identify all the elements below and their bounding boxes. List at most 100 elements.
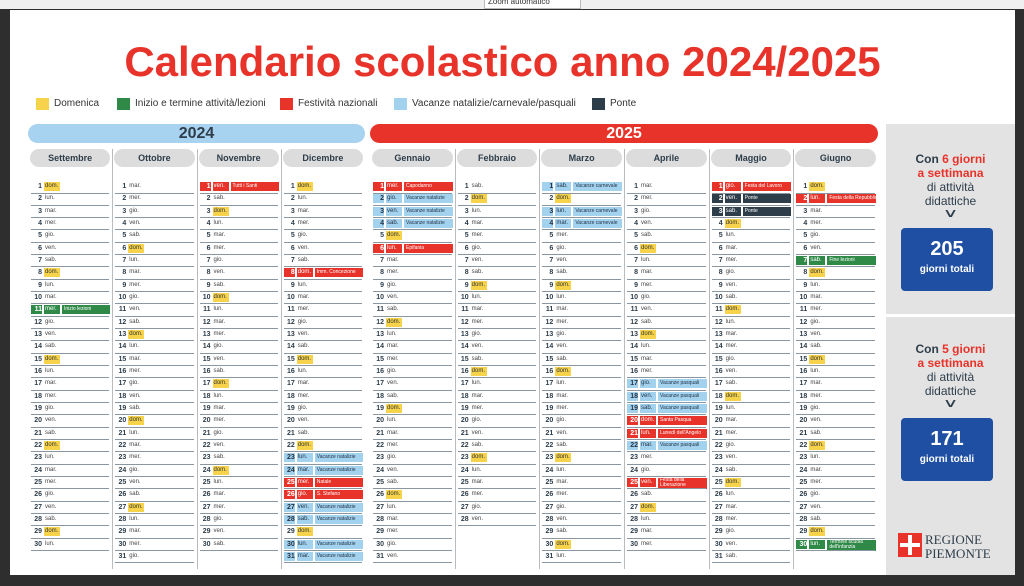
day-number: 2 <box>122 195 127 203</box>
day-underline <box>373 241 452 243</box>
weekday: mer. <box>387 528 399 535</box>
zoom-select[interactable]: Zoom automatico <box>484 0 581 9</box>
day-underline <box>283 365 362 367</box>
weekday: mer. <box>471 318 484 325</box>
weekday: ven. <box>556 429 568 436</box>
day-underline <box>627 340 706 342</box>
day-underline <box>627 414 706 416</box>
weekday: gio. <box>471 417 482 424</box>
day-underline <box>627 525 706 527</box>
weekday: gio. <box>45 404 55 411</box>
weekday: lun. <box>387 417 397 424</box>
day-underline <box>373 426 452 428</box>
day-number: 29 <box>376 528 384 536</box>
legend-item: Domenica <box>36 98 99 110</box>
weekday: dom. <box>470 366 487 376</box>
weekday: sab. <box>725 380 737 387</box>
day-underline <box>373 254 452 256</box>
day-underline <box>115 377 194 379</box>
day-underline <box>796 439 875 441</box>
day-underline <box>31 315 110 317</box>
day-underline <box>542 266 621 268</box>
weekday: lun. <box>725 404 736 411</box>
weekday: mar. <box>641 528 653 535</box>
weekday: ven. <box>297 330 310 337</box>
day-underline <box>283 241 362 243</box>
day-underline <box>457 500 537 502</box>
day-underline <box>115 229 194 231</box>
weekday: mar. <box>129 269 141 276</box>
weekday: mer. <box>471 404 484 411</box>
day-number: 31 <box>118 552 127 560</box>
weekday: dom. <box>724 218 741 228</box>
day-underline <box>627 402 706 404</box>
day-number: 5 <box>380 232 384 240</box>
day-underline <box>31 525 110 527</box>
day-underline <box>627 513 706 515</box>
summary-didactic: didattiche <box>924 384 977 398</box>
weekday: dom. <box>809 354 826 364</box>
day-number: 7 <box>122 256 127 264</box>
day-number: 29 <box>202 528 211 536</box>
weekday: dom. <box>809 182 826 191</box>
weekday: ven. <box>387 466 399 473</box>
day-number: 26 <box>202 491 211 499</box>
day-number: 27 <box>630 503 638 511</box>
weekday: ven. <box>45 503 57 510</box>
day-number: 31 <box>376 552 384 560</box>
day-underline <box>115 550 194 552</box>
day-number: 10 <box>545 293 554 301</box>
day-number: 25 <box>202 478 211 486</box>
day-number: 12 <box>799 318 808 326</box>
day-underline <box>283 229 362 231</box>
weekday: lun. <box>556 380 567 387</box>
legend-label: Festività nazionali <box>298 98 378 109</box>
day-underline <box>457 488 537 490</box>
day-underline <box>199 229 278 231</box>
weekday: sab. <box>641 318 653 325</box>
day-underline <box>115 476 194 478</box>
day-number: 4 <box>373 218 384 228</box>
weekday: mar. <box>129 355 141 362</box>
day-underline <box>627 192 706 194</box>
day-number: 18 <box>799 392 808 400</box>
weekday: mar. <box>810 380 822 387</box>
day-underline <box>31 476 110 478</box>
day-note: Vacanze carnevale <box>573 182 622 191</box>
day-underline <box>711 192 791 194</box>
day-underline <box>199 291 278 293</box>
day-underline <box>283 204 362 206</box>
weekday: gio. <box>724 182 741 191</box>
day-number: 6 <box>373 243 384 253</box>
day-underline <box>542 488 621 490</box>
day-number: 20 <box>627 416 638 426</box>
day-number: 10 <box>460 293 469 301</box>
day-underline <box>283 352 362 354</box>
day-number: 16 <box>630 367 638 375</box>
weekday: gio. <box>641 466 651 473</box>
weekday: sab. <box>129 404 141 411</box>
day-underline <box>115 278 194 280</box>
day-number: 27 <box>714 503 723 511</box>
day-number: 27 <box>799 503 808 511</box>
calendar-page: Calendario scolastico anno 2024/2025 Dom… <box>10 10 1015 575</box>
day-number: 26 <box>34 491 42 499</box>
weekday: sab. <box>555 182 572 191</box>
summary-activity: di attività <box>926 370 975 384</box>
day-number: 26 <box>799 491 808 499</box>
weekday: gio. <box>556 330 567 337</box>
legend-label: Ponte <box>610 98 637 109</box>
weekday: sab. <box>556 528 568 535</box>
day-number: 10 <box>714 293 723 301</box>
day-number: 8 <box>549 269 554 277</box>
legend-item: Festività nazionali <box>280 98 377 110</box>
weekday: sab. <box>640 403 656 413</box>
weekday: mer. <box>725 515 738 522</box>
day-number: 25 <box>376 478 384 486</box>
weekday: dom. <box>470 280 487 290</box>
day-underline <box>711 439 791 441</box>
weekday: sab. <box>45 343 57 350</box>
day-number: 12 <box>545 318 554 326</box>
weekday: dom. <box>386 231 402 241</box>
day-underline <box>796 315 875 317</box>
